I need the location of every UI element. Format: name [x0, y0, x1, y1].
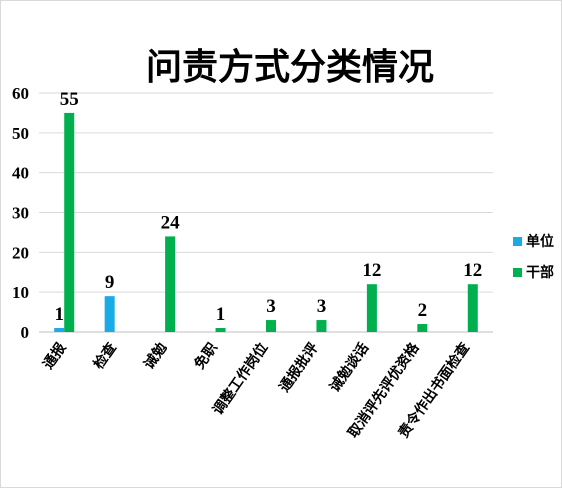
- y-tick-label: 30: [12, 204, 29, 223]
- data-label: 24: [161, 212, 181, 233]
- y-tick-label: 40: [12, 164, 29, 183]
- y-tick-label: 10: [12, 283, 29, 302]
- bar-cadre-0: [64, 112, 75, 333]
- x-category-label: 检查: [90, 339, 121, 373]
- data-label: 12: [362, 260, 381, 281]
- data-label: 1: [216, 304, 226, 325]
- legend-swatch-unit: [513, 237, 522, 246]
- y-tick-label: 20: [12, 243, 29, 262]
- bars: [54, 112, 478, 333]
- legend-label-cadre: 干部: [526, 264, 554, 281]
- bar-cadre-7: [417, 324, 428, 332]
- chart-title: 问责方式分类情况: [146, 46, 434, 88]
- bar-cadre-5: [316, 320, 327, 332]
- data-label: 9: [105, 272, 115, 293]
- legend-label-unit: 单位: [526, 233, 554, 250]
- x-category-label: 免职: [191, 340, 221, 373]
- x-category-label: 通报: [40, 340, 69, 372]
- data-label: 2: [418, 300, 428, 321]
- gridlines: [39, 92, 493, 333]
- bar-cadre-4: [266, 320, 276, 332]
- data-label: 12: [463, 260, 482, 281]
- data-label: 1: [54, 304, 64, 325]
- y-tick-label: 0: [21, 323, 30, 342]
- bar-unit-0: [54, 328, 65, 332]
- legend-swatch-cadre: [513, 268, 522, 277]
- y-axis-ticks: 0 10 20 30 40 50 60: [12, 84, 29, 342]
- data-label: 3: [266, 296, 276, 317]
- bar-cadre-8: [467, 284, 478, 332]
- x-category-label: 通报批评: [276, 340, 322, 396]
- x-category-label: 诫勉谈话: [326, 340, 372, 396]
- bar-cadre-6: [366, 284, 377, 332]
- bar-unit-1: [104, 296, 115, 332]
- bar-cadre-3: [215, 328, 226, 332]
- data-labels: 1 55 9 24 1 3 3 12 2 12: [54, 89, 482, 325]
- y-tick-label: 60: [12, 84, 29, 103]
- y-tick-label: 50: [12, 124, 29, 143]
- data-label: 55: [60, 89, 79, 110]
- bar-cadre-2: [165, 236, 176, 332]
- x-category-label: 诫勉: [140, 340, 170, 373]
- data-label: 3: [317, 296, 327, 317]
